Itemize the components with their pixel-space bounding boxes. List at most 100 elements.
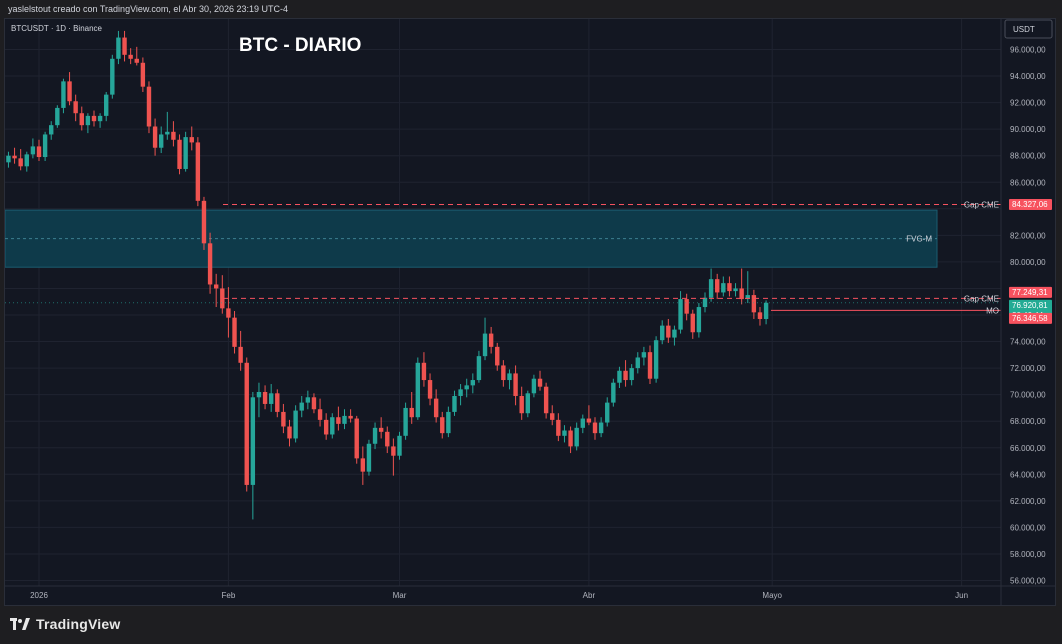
candle [543, 382, 549, 419]
candle [256, 382, 262, 418]
gap-cme-upper-price-tag: 84.327,06 [1009, 198, 1052, 210]
candle-body [360, 458, 366, 472]
candle [660, 320, 665, 345]
candle [195, 137, 201, 207]
candle [415, 357, 421, 420]
candles-layer [6, 30, 769, 520]
candle-body [55, 107, 60, 126]
candle-body [653, 340, 659, 379]
candle-body [446, 411, 451, 434]
candle [293, 405, 298, 443]
price-tick: 60.000,00 [1010, 523, 1046, 532]
candle-body [727, 283, 732, 292]
candle-body [580, 418, 585, 428]
candle [348, 409, 353, 423]
candle [366, 439, 372, 476]
currency-badge[interactable]: USDT [1004, 19, 1053, 39]
candle-body [122, 37, 127, 55]
candle-body [61, 81, 66, 108]
price-tick: 88.000,00 [1010, 152, 1046, 161]
candle [635, 352, 640, 374]
candle-body [275, 393, 280, 412]
candle [385, 426, 390, 454]
chart-panel[interactable]: FVG-M BTCUSDT · 1D · Binance BTC - DIARI… [4, 18, 1056, 606]
candle [12, 147, 17, 164]
candle [146, 81, 152, 134]
candle [708, 268, 714, 302]
price-tick: 64.000,00 [1010, 470, 1046, 479]
candle-body [238, 346, 243, 363]
candle [476, 350, 482, 383]
candle-body [134, 58, 139, 63]
candle-body [421, 362, 427, 381]
candle [666, 318, 671, 343]
candle [684, 293, 689, 321]
candle [488, 326, 494, 354]
candle [275, 389, 280, 418]
candle-body [690, 313, 695, 333]
candle [49, 121, 54, 140]
candle-body [42, 134, 48, 158]
time-axis[interactable]: 2026 Feb Mar Abr Mayo Jun [30, 591, 968, 600]
candle-body [226, 308, 231, 318]
price-tick: 68.000,00 [1010, 417, 1046, 426]
time-tick: 2026 [30, 591, 48, 600]
candle [201, 196, 207, 250]
candle-body [336, 417, 341, 424]
candle [140, 57, 146, 92]
candle [586, 405, 592, 426]
line-labels: Gap CME Gap CME MO [964, 200, 999, 315]
candle [311, 393, 317, 414]
horizontal-lines-layer[interactable] [223, 203, 1001, 311]
candle-body [256, 391, 262, 398]
price-tick: 96.000,00 [1010, 46, 1046, 55]
price-tick: 90.000,00 [1010, 125, 1046, 134]
snapshot-caption-bar: yaslelstout creado con TradingView.com, … [0, 0, 1062, 18]
candle-body [110, 58, 115, 95]
candle-body [378, 427, 384, 432]
candle-body [763, 302, 769, 319]
candle-body [372, 427, 378, 444]
candle [568, 426, 573, 454]
tradingview-logo-icon [10, 618, 30, 630]
footer: TradingView [0, 606, 1062, 644]
price-tick: 92.000,00 [1010, 99, 1046, 108]
candle [42, 131, 48, 162]
candle-body [305, 397, 311, 403]
tradingview-logo[interactable]: TradingView [10, 616, 120, 632]
candle [330, 413, 335, 439]
candle-body [159, 134, 164, 148]
price-axis[interactable]: 96.000,00 94.000,00 92.000,00 90.000,00 … [1010, 46, 1046, 586]
candle-body [97, 115, 103, 122]
candle-body [213, 284, 219, 289]
candle-body [366, 443, 372, 472]
candle-body [104, 94, 109, 116]
candle [250, 391, 256, 520]
candle-body [574, 427, 579, 447]
price-tick: 56.000,00 [1010, 577, 1046, 586]
candle-body [415, 362, 421, 418]
candle [6, 151, 11, 168]
price-tick: 66.000,00 [1010, 444, 1046, 453]
symbol-label: BTCUSDT · 1D · Binance [11, 24, 103, 33]
candle-body [556, 419, 561, 436]
candle-body [525, 393, 530, 414]
candle [592, 417, 598, 440]
candle-body [140, 62, 146, 87]
candle [440, 411, 445, 439]
chart-title: BTC - DIARIO [239, 35, 361, 56]
candlestick-chart[interactable]: FVG-M BTCUSDT · 1D · Binance BTC - DIARI… [4, 19, 1055, 605]
candle [733, 283, 738, 297]
candle [213, 273, 219, 308]
candle-body [152, 126, 158, 148]
candle [305, 390, 311, 410]
candle [727, 276, 732, 297]
candle-body [73, 101, 78, 114]
candle [299, 395, 304, 418]
candle-body [409, 407, 414, 418]
candle-body [171, 131, 176, 140]
candle [97, 113, 103, 128]
candle [470, 373, 476, 394]
candle-body [201, 200, 207, 244]
last-price: 76.920,81 [1012, 301, 1048, 310]
